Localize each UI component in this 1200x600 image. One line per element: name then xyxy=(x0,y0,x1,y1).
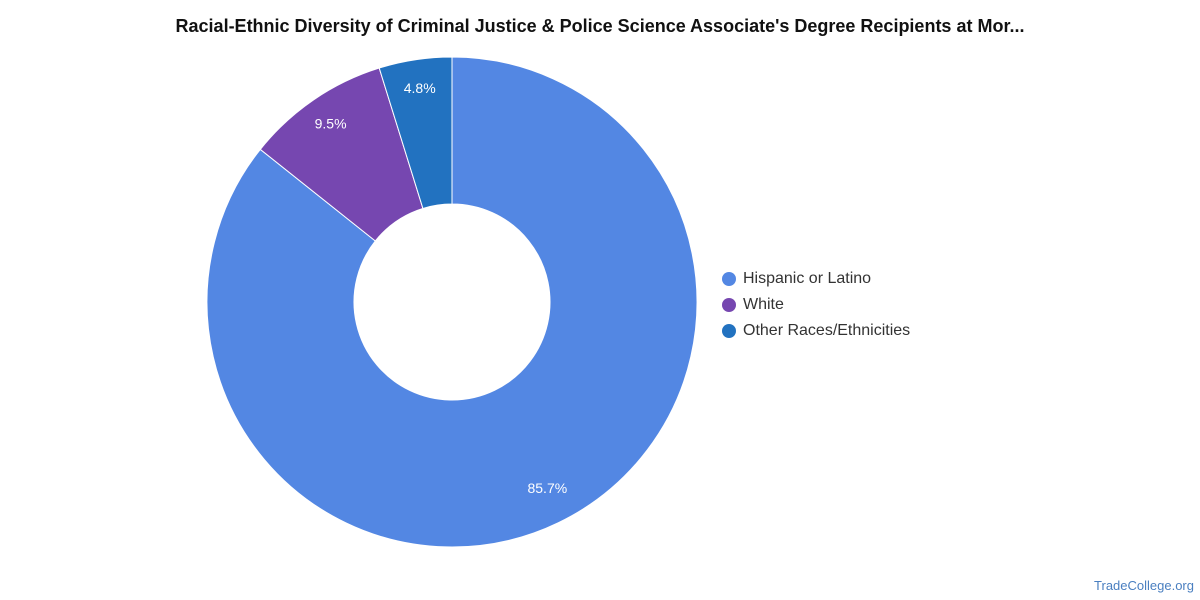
legend-item-hispanic-or-latino[interactable]: Hispanic or Latino xyxy=(722,266,910,292)
legend-swatch-hispanic-or-latino xyxy=(722,272,736,286)
slice-labels: 85.7% 9.5% 4.8% xyxy=(315,80,568,496)
legend: Hispanic or Latino White Other Races/Eth… xyxy=(722,266,910,344)
slice-other-races-ethnicities[interactable] xyxy=(378,56,453,210)
legend-label: Other Races/Ethnicities xyxy=(743,322,911,339)
legend-item-white[interactable]: White xyxy=(722,292,910,318)
legend-label: White xyxy=(743,296,784,313)
donut-slices xyxy=(206,56,698,548)
slice-label-hispanic-or-latino: 85.7% xyxy=(527,480,567,496)
slice-hispanic-or-latino[interactable] xyxy=(206,56,698,548)
chart-title: Racial-Ethnic Diversity of Criminal Just… xyxy=(175,16,1025,36)
legend-item-other-races-ethnicities[interactable]: Other Races/Ethnicities xyxy=(722,318,910,344)
slice-label-other-races-ethnicities: 4.8% xyxy=(404,80,436,96)
legend-swatch-white xyxy=(722,298,736,312)
slice-label-white: 9.5% xyxy=(315,115,347,131)
legend-label: Hispanic or Latino xyxy=(743,270,872,287)
legend-swatch-other-races-ethnicities xyxy=(722,324,736,338)
watermark-link[interactable]: TradeCollege.org xyxy=(1094,578,1194,593)
